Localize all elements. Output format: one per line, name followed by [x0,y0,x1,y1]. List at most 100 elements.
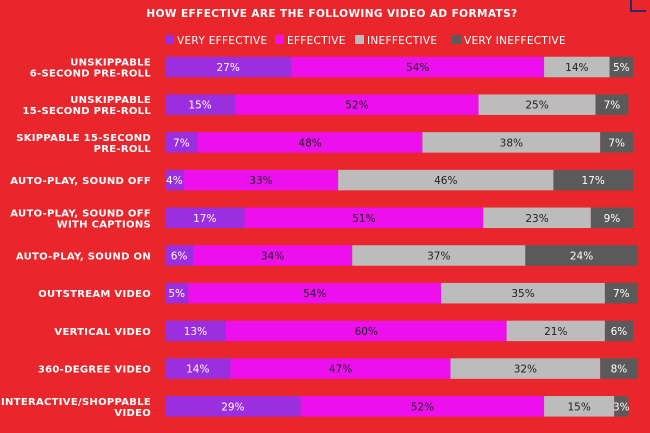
data-label: 32% [514,364,537,376]
legend-label-very-effective: VERY EFFECTIVE [177,35,267,47]
legend-swatch-very-ineffective [452,35,461,44]
data-label: 5% [613,62,630,74]
category-label: 360-DEGREE VIDEO [38,365,151,376]
bar-segment-ineffective [422,132,601,153]
bar-segment-very-effective [165,245,194,266]
category-label: SKIPPABLE 15-SECOND PRE-ROLL [16,133,151,155]
data-label: 52% [345,100,368,112]
data-label: 54% [303,288,326,300]
legend-label-very-ineffective: VERY INEFFECTIVE [464,35,566,47]
category-label: AUTO-PLAY, SOUND ON [16,252,151,263]
bar-segment-effective [300,396,545,417]
chart-title: HOW EFFECTIVE ARE THE FOLLOWING VIDEO AD… [146,8,517,20]
bar-segment-very-ineffective [590,207,633,229]
data-label: 14% [565,62,588,74]
bar-segment-effective [244,207,484,229]
data-label: 33% [249,175,272,187]
legend-swatch-ineffective [355,35,364,44]
bar-segment-very-effective [165,132,198,153]
corner-mark [630,0,646,12]
bar-segment-ineffective [483,207,591,229]
legend: VERY EFFECTIVE EFFECTIVE INEFFECTIVE VERY I… [165,35,566,47]
bar-segment-very-ineffective [600,132,633,153]
bar-segment-ineffective [450,358,601,379]
bar-segment-effective [188,282,442,304]
data-label: 17% [193,213,216,225]
data-label: 21% [544,326,567,338]
bar-segment-very-effective [165,169,184,191]
bar-segment-very-ineffective [614,396,629,417]
data-label: 34% [261,251,284,263]
data-label: 5% [168,288,185,300]
bar-segment-very-ineffective [553,169,633,191]
bar-segment-ineffective [544,56,610,78]
bar-segment-very-effective [165,358,231,379]
category-label: AUTO-PLAY, SOUND OFF [10,176,151,187]
bar-segment-ineffective [338,169,554,191]
category-label: UNSKIPPABLE 6-SECOND PRE-ROLL [30,58,152,80]
data-label: 25% [525,100,548,112]
category-labels: UNSKIPPABLE 6-SECOND PRE-ROLL UNSKIPPABLE 1… [1,58,151,419]
bar-segment-effective [235,94,479,115]
bar-segment-very-effective [165,320,226,342]
bar-segment-very-ineffective [600,358,638,379]
data-label: 52% [411,401,434,413]
data-label: 15% [568,401,591,413]
bar-segment-ineffective [441,282,605,304]
bar-segment-very-ineffective [525,245,638,266]
bar-segment-effective [193,245,353,266]
data-label: 14% [186,364,209,376]
data-label: 15% [188,100,211,112]
bar-segment-very-effective [165,396,301,417]
data-label: 51% [352,213,375,225]
bar-segment-ineffective [478,94,596,115]
data-label: 29% [221,401,244,413]
bar-segment-very-ineffective [604,282,638,304]
bar-segment-ineffective [352,245,526,266]
data-label: 13% [184,326,207,338]
data-label: 7% [173,137,190,149]
data-label: 27% [217,62,240,74]
bar-segment-effective [197,132,423,153]
bar-segment-effective [291,56,545,78]
data-label: 7% [604,100,621,112]
legend-swatch-effective [275,35,284,44]
bar-segment-very-effective [165,56,292,78]
data-label: 17% [582,175,605,187]
bar-segment-very-ineffective [609,56,633,78]
data-label: 9% [604,213,621,225]
data-label: 23% [525,213,548,225]
data-label: 6% [171,251,188,263]
data-label: 46% [434,175,457,187]
data-label: 4% [166,175,183,187]
data-label: 3% [613,401,630,413]
category-label: AUTO-PLAY, SOUND OFF WITH CAPTIONS [10,208,151,230]
data-label: 8% [611,364,628,376]
bar-segment-very-ineffective [604,320,633,342]
bar-segment-very-effective [165,282,189,304]
legend-swatch-very-effective [165,35,174,44]
data-label: 24% [570,251,593,263]
data-label: 38% [500,137,523,149]
data-label: 6% [611,326,628,338]
bar-segment-very-effective [165,207,245,229]
category-label: INTERACTIVE/SHOPPABLE VIDEO [1,397,151,419]
bar-segment-effective [183,169,339,191]
data-label: 48% [298,137,321,149]
category-label: OUTSTREAM VIDEO [38,289,151,300]
bar-segment-very-effective [165,94,236,115]
bar-segment-ineffective [544,396,615,417]
data-label: 54% [406,62,429,74]
category-label: UNSKIPPABLE 15-SECOND PRE-ROLL [23,95,152,117]
data-label: 7% [613,288,630,300]
data-label: 35% [511,288,534,300]
data-label: 7% [608,137,625,149]
data-label: 60% [355,326,378,338]
bars: 27% 54% 14% 5% 15% 52% 25% 7% 7% 48% 38% 7% 4% 33% 46%… [165,56,638,417]
bar-segment-ineffective [506,320,605,342]
bar-segment-effective [225,320,507,342]
data-label: 37% [427,251,450,263]
bar-segment-very-ineffective [595,94,629,115]
legend-label-effective: EFFECTIVE [287,35,346,47]
